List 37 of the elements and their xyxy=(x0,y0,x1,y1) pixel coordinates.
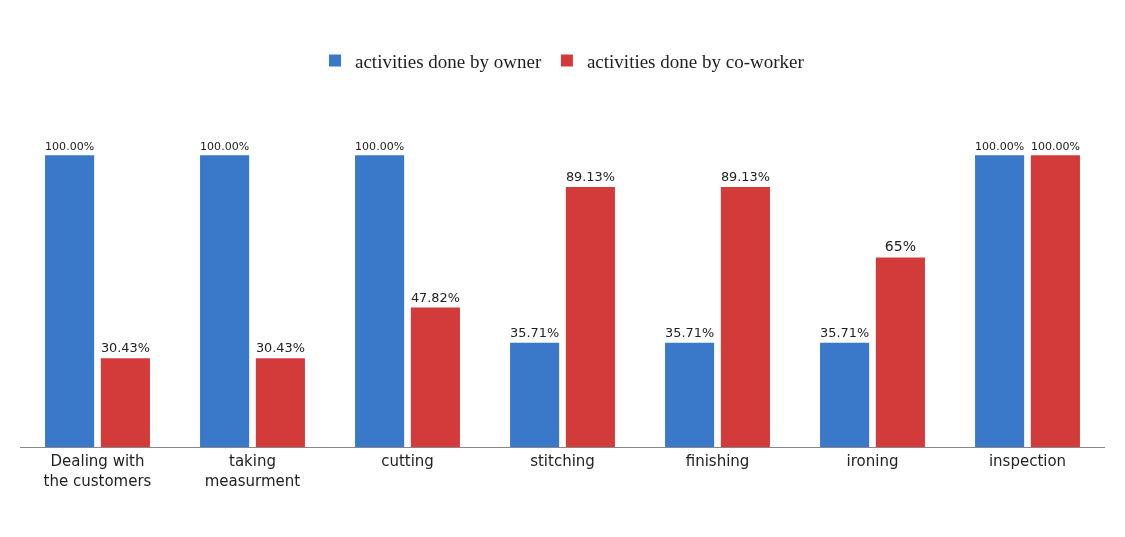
data-label: 89.13% xyxy=(565,169,615,185)
x-tick-label: ironing xyxy=(846,452,899,470)
bar xyxy=(975,155,1025,447)
data-label: 100.00% xyxy=(45,139,95,153)
data-label: 100.00% xyxy=(355,139,405,153)
legend-label: activities done by co-worker xyxy=(586,51,805,73)
data-label: 35.71% xyxy=(665,325,715,341)
bar xyxy=(510,342,560,447)
bar xyxy=(45,155,95,447)
data-label: 100.00% xyxy=(1030,139,1080,153)
data-label: 35.71% xyxy=(820,325,870,341)
legend-label: activities done by owner xyxy=(355,51,542,73)
x-tick-label: cutting xyxy=(381,452,434,470)
x-tick-label: finishing xyxy=(685,452,750,470)
data-label: 100.00% xyxy=(975,139,1025,153)
bar xyxy=(255,358,305,447)
x-tick-label: Dealing with the customers xyxy=(43,452,152,490)
x-tick-label: taking measurment xyxy=(204,452,301,490)
bar xyxy=(355,155,405,447)
bar xyxy=(875,257,925,447)
data-label: 47.82% xyxy=(410,289,460,305)
bar xyxy=(200,155,250,447)
data-label: 89.13% xyxy=(720,169,770,185)
bar xyxy=(820,342,870,447)
data-label: 35.71% xyxy=(510,325,560,341)
x-tick-label: inspection xyxy=(988,452,1067,470)
data-label: 100.00% xyxy=(200,139,250,153)
data-label: 30.43% xyxy=(255,340,305,356)
bar xyxy=(100,358,150,447)
bar xyxy=(1030,155,1080,447)
x-tick-label: stitching xyxy=(530,452,595,470)
data-label: 65% xyxy=(884,238,916,255)
bar xyxy=(720,187,770,447)
bar xyxy=(410,307,460,447)
bar xyxy=(665,342,715,447)
data-label: 30.43% xyxy=(100,340,150,356)
bar xyxy=(565,187,615,447)
